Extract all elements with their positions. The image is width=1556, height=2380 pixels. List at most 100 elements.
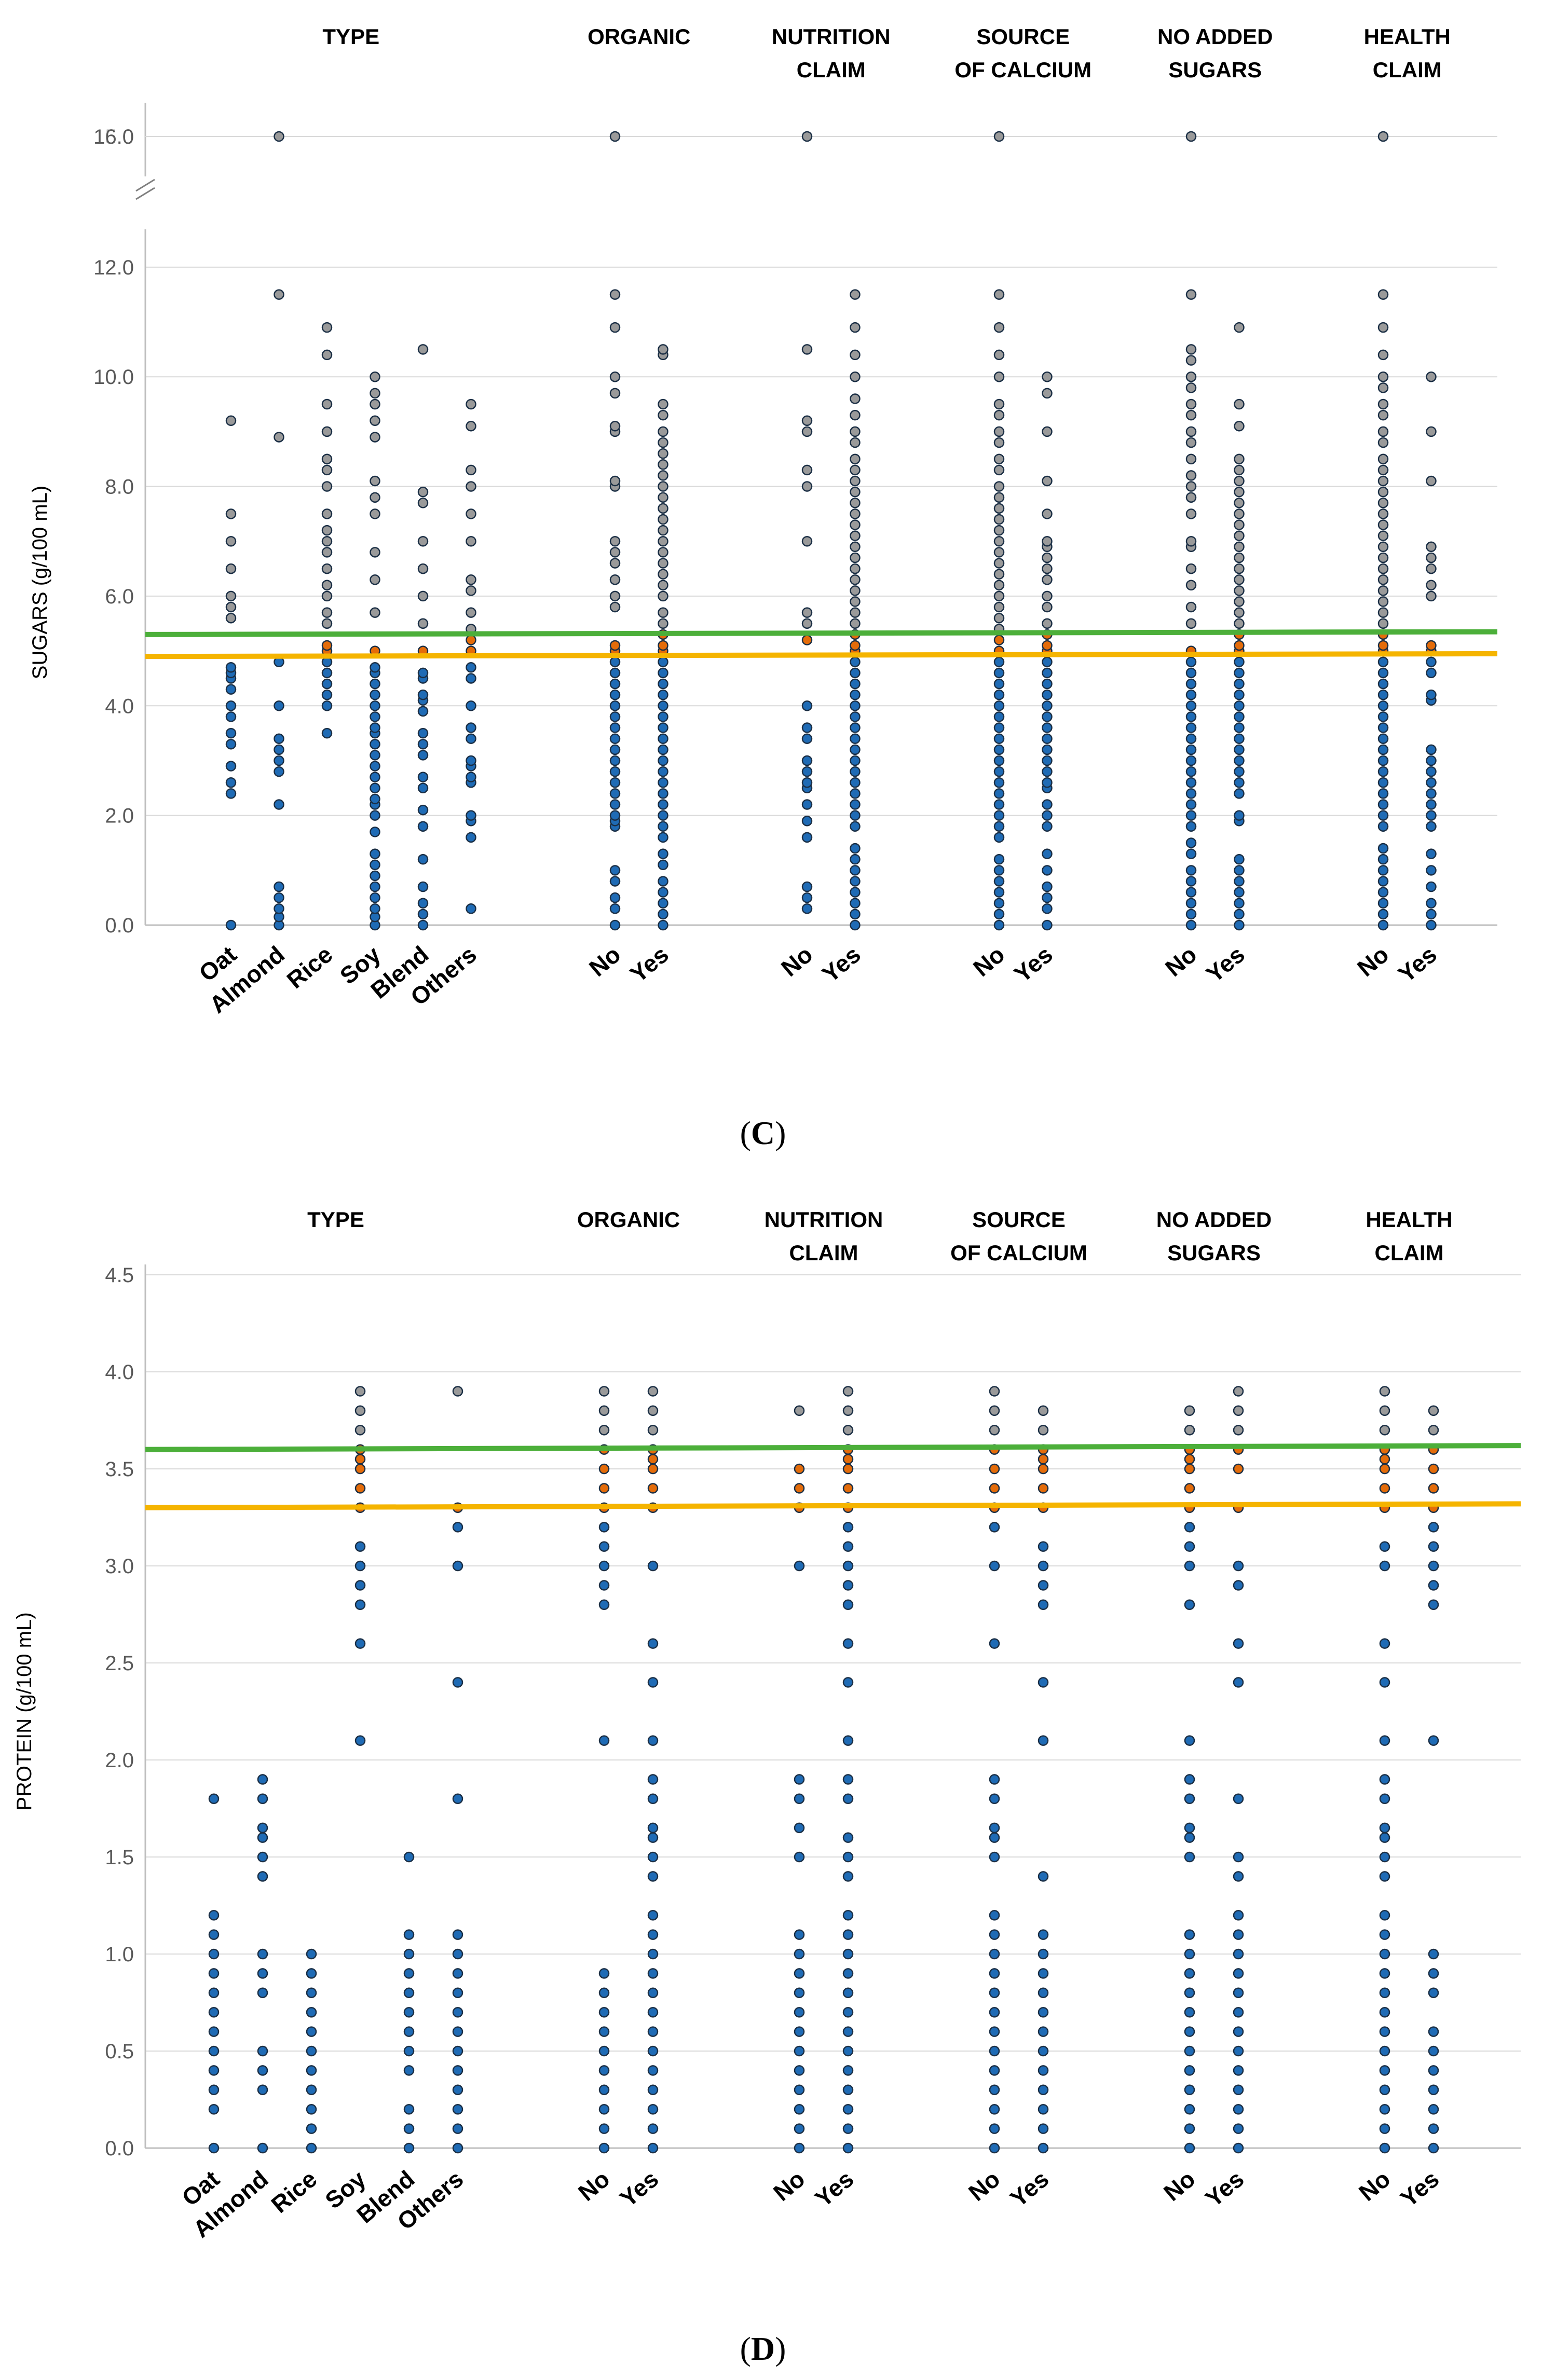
data-point	[647, 2084, 659, 2096]
data-point	[993, 799, 1005, 810]
data-point	[1042, 755, 1053, 766]
data-point	[598, 1483, 610, 1494]
group-header: NO ADDED	[1157, 24, 1273, 49]
data-point	[1185, 563, 1197, 574]
data-point	[1185, 876, 1197, 887]
group-header: ORGANIC	[577, 1207, 680, 1232]
data-point	[1233, 2103, 1244, 2115]
data-point	[225, 508, 237, 519]
data-point	[1379, 1677, 1390, 1688]
data-point	[225, 739, 237, 750]
data-point	[658, 618, 668, 629]
data-point	[993, 426, 1005, 437]
data-point	[1377, 766, 1389, 777]
data-point	[658, 547, 668, 558]
data-point	[452, 1929, 463, 1940]
data-point	[598, 1521, 610, 1533]
data-point	[609, 475, 621, 487]
data-point	[850, 700, 861, 711]
data-point	[647, 1424, 659, 1436]
data-point	[354, 1386, 366, 1397]
data-point	[658, 569, 668, 580]
data-point	[1233, 1968, 1244, 1979]
data-point	[1426, 552, 1437, 563]
data-point	[989, 1405, 1000, 1416]
data-point	[850, 656, 861, 667]
data-point	[993, 755, 1005, 766]
data-point	[1426, 777, 1437, 788]
data-point	[1234, 640, 1245, 651]
data-point	[1233, 1793, 1244, 1805]
data-point	[1038, 1463, 1049, 1475]
group-header: NUTRITION	[765, 1207, 883, 1232]
data-point	[321, 453, 333, 464]
data-point	[609, 919, 621, 931]
category-label: Yes	[817, 941, 866, 988]
data-point	[1234, 711, 1245, 722]
data-point	[850, 552, 861, 563]
data-point	[1377, 585, 1389, 596]
data-point	[993, 711, 1005, 722]
data-point	[1428, 1560, 1439, 1572]
data-point	[647, 1463, 659, 1475]
data-point	[274, 799, 284, 810]
data-point	[1377, 486, 1389, 498]
data-point	[403, 2006, 415, 2018]
data-point	[658, 788, 668, 799]
data-point	[850, 530, 861, 541]
data-point	[1426, 475, 1437, 487]
data-point	[1038, 1454, 1049, 1465]
data-point	[993, 481, 1005, 492]
data-point	[306, 2142, 317, 2154]
data-point	[993, 547, 1005, 558]
data-point	[1042, 892, 1053, 903]
data-point	[1042, 777, 1053, 788]
data-point	[993, 865, 1005, 876]
data-point	[1042, 744, 1053, 755]
data-point	[1185, 131, 1197, 142]
data-point	[1379, 2103, 1390, 2115]
data-point	[842, 1386, 854, 1397]
data-point	[1234, 475, 1245, 487]
data-point	[354, 1638, 366, 1649]
data-point	[794, 1774, 805, 1785]
data-point	[1379, 1541, 1390, 1552]
data-point	[208, 1968, 220, 1979]
data-point	[1428, 1599, 1439, 1611]
data-point	[466, 585, 476, 596]
y-tick-label: 4.0	[105, 695, 134, 718]
y-tick-label: 8.0	[105, 476, 134, 499]
data-point	[257, 1793, 268, 1805]
data-point	[794, 1793, 805, 1805]
data-point	[993, 777, 1005, 788]
data-point	[354, 1424, 366, 1436]
data-point	[1426, 656, 1437, 667]
data-point	[417, 881, 429, 892]
data-point	[598, 1386, 610, 1397]
data-point	[850, 788, 861, 799]
data-point	[257, 1948, 268, 1960]
data-point	[1379, 1424, 1390, 1436]
data-point	[417, 772, 429, 782]
data-point	[208, 2142, 220, 2154]
data-point	[609, 766, 621, 777]
group-header: TYPE	[322, 24, 379, 49]
data-point	[1379, 1483, 1390, 1494]
data-point	[1233, 1929, 1244, 1940]
data-point	[1042, 475, 1053, 487]
data-point	[801, 635, 813, 645]
data-point	[466, 535, 476, 547]
data-point	[794, 1822, 805, 1834]
data-point	[257, 2045, 268, 2057]
data-point	[1234, 810, 1245, 821]
data-point	[1042, 640, 1053, 651]
data-point	[1426, 580, 1437, 591]
data-point	[417, 563, 429, 574]
data-point	[370, 700, 380, 711]
data-point	[1234, 766, 1245, 777]
data-point	[1184, 2006, 1195, 2018]
data-point	[658, 799, 668, 810]
data-point	[1234, 453, 1245, 464]
data-point	[1379, 1987, 1390, 1999]
data-point	[452, 2084, 463, 2096]
